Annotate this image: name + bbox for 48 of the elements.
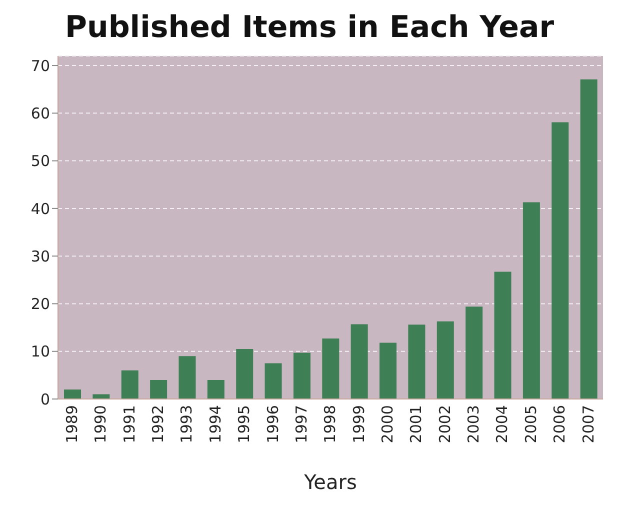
bar	[522, 202, 540, 399]
x-tick-label: 2003	[464, 405, 483, 444]
y-tick-label: 10	[30, 342, 50, 361]
y-tick-label: 40	[30, 200, 50, 218]
bar	[236, 348, 254, 399]
bar	[264, 363, 282, 399]
x-tick-label: 1991	[120, 405, 138, 444]
x-tick-label: 1992	[149, 405, 168, 444]
bar	[580, 79, 598, 399]
x-tick-label: 2001	[407, 405, 426, 444]
bar	[552, 122, 569, 399]
x-tick-label: 1990	[92, 405, 110, 444]
bar	[322, 338, 340, 399]
x-tick-label: 2004	[493, 405, 512, 444]
chart-title: Published Items in Each Year	[64, 9, 556, 47]
x-tick-label: 2006	[550, 405, 569, 444]
bar	[92, 394, 110, 399]
y-tick-label: 60	[30, 104, 50, 122]
x-tick-label: 1994	[206, 405, 224, 444]
bar	[380, 342, 397, 399]
x-tick-label: 2007	[579, 405, 598, 444]
bar	[466, 306, 483, 399]
bar	[408, 324, 426, 399]
y-tick-label: 70	[30, 56, 50, 75]
bar	[178, 356, 196, 399]
x-tick-label: 1999	[350, 405, 368, 444]
bar	[150, 380, 168, 399]
x-tick-label: 1993	[178, 405, 196, 444]
bar	[207, 380, 224, 399]
bar	[350, 324, 368, 399]
x-tick-label: 1996	[264, 405, 282, 444]
bar	[121, 370, 138, 399]
x-tick-label: 1989	[62, 405, 81, 444]
x-tick-label: 1995	[235, 405, 254, 444]
x-tick-label: 1997	[292, 405, 310, 444]
x-axis-title: Years	[303, 470, 357, 494]
bar	[494, 272, 512, 399]
x-tick-label: 2002	[436, 405, 454, 444]
y-tick-label: 0	[40, 390, 50, 408]
x-tick-label: 2005	[522, 405, 540, 444]
y-tick-label: 20	[30, 295, 50, 314]
x-tick-label: 1998	[321, 405, 340, 444]
x-tick-label: 2000	[378, 405, 397, 444]
y-tick-label: 30	[30, 247, 50, 266]
y-tick-label: 50	[30, 152, 50, 170]
bar	[64, 389, 81, 399]
bar	[436, 321, 454, 399]
bar	[293, 352, 310, 399]
